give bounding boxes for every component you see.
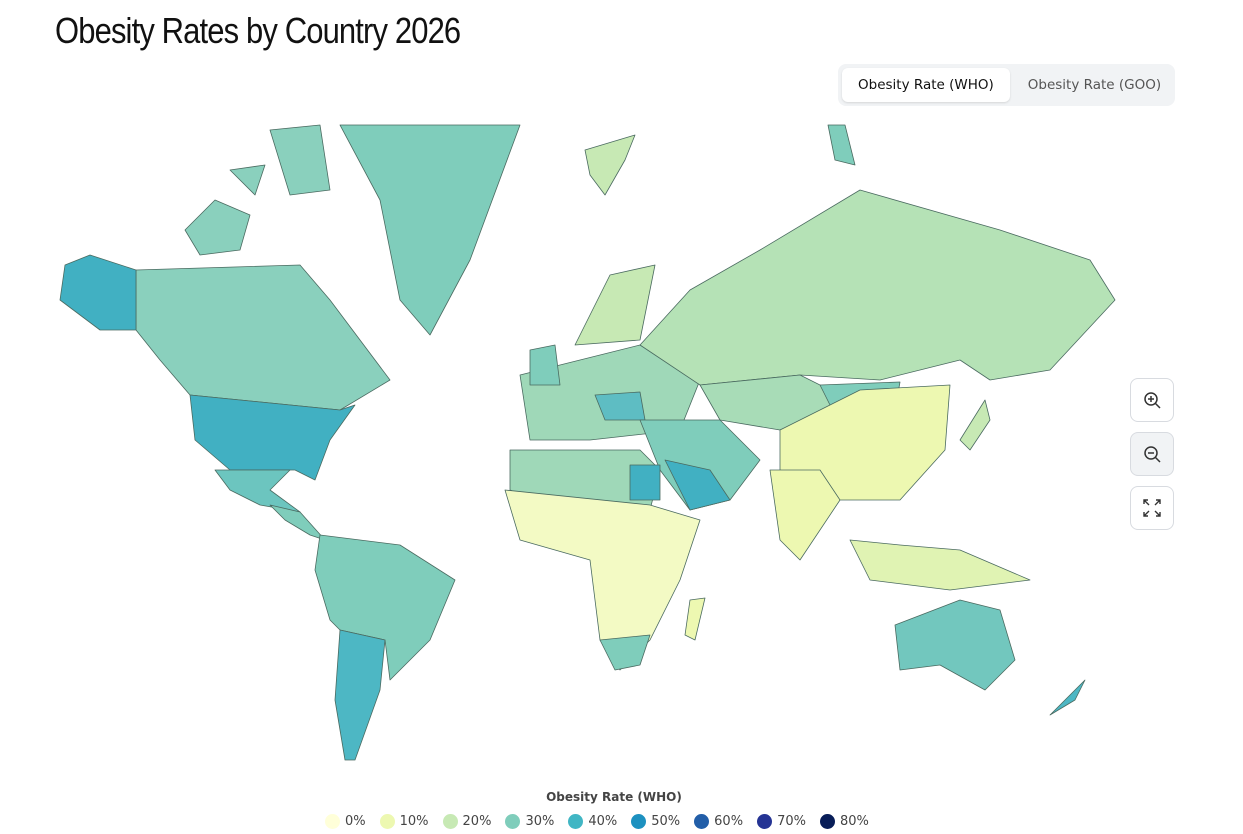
legend-item: 30%: [505, 814, 554, 829]
fullscreen-icon: [1143, 499, 1161, 517]
legend-label: 60%: [714, 814, 744, 829]
zoom-out-icon: [1144, 446, 1161, 463]
country: [629, 464, 661, 501]
legend-label: 10%: [399, 814, 429, 829]
fullscreen-button[interactable]: [1130, 486, 1174, 530]
metric-toggle: Obesity Rate (WHO) Obesity Rate (GOO): [838, 64, 1175, 106]
country: [639, 189, 1116, 386]
zoom-in-button[interactable]: [1130, 378, 1174, 422]
legend-swatch: [819, 814, 835, 829]
legend-swatch: [442, 814, 458, 829]
country: [827, 124, 856, 166]
legend-swatch: [568, 814, 584, 829]
country: [849, 539, 1031, 591]
legend-swatch: [379, 814, 395, 829]
legend-label: 0%: [345, 814, 366, 829]
country: [959, 399, 991, 451]
legend-item: 70%: [757, 814, 806, 829]
legend-item: 40%: [568, 814, 617, 829]
legend-label: 80%: [839, 814, 869, 829]
zoom-in-icon: [1144, 392, 1161, 409]
world-map: [59, 124, 1116, 761]
country: [1049, 679, 1086, 716]
country: [574, 264, 656, 346]
country: [894, 599, 1016, 691]
country: [769, 469, 841, 561]
country: [135, 264, 391, 411]
country: [184, 124, 331, 256]
country: [529, 344, 561, 386]
country: [189, 394, 356, 481]
legend-swatch: [757, 814, 773, 829]
country: [334, 629, 386, 761]
country: [684, 597, 706, 641]
country: [314, 534, 456, 681]
legend-label: 70%: [777, 814, 806, 829]
toggle-option[interactable]: Obesity Rate (GOO): [1027, 77, 1162, 93]
page-title: Obesity Rates by Country 2026: [55, 10, 461, 51]
legend-item: 80%: [819, 814, 869, 829]
legend-swatch: [505, 814, 521, 829]
country: [584, 134, 636, 196]
legend-item: 20%: [442, 814, 492, 829]
legend-label: 20%: [462, 814, 492, 829]
legend-label: 40%: [588, 814, 618, 829]
country: [214, 469, 301, 513]
country: [339, 124, 521, 336]
legend-item: 0%: [325, 814, 366, 829]
legend-item: 50%: [631, 814, 680, 829]
legend: 0% 10% 20% 30% 40% 50% 60% 70% 80%: [325, 814, 869, 829]
legend-title: Obesity Rate (WHO): [546, 790, 682, 804]
legend-label: 50%: [651, 814, 681, 829]
legend-item: 10%: [379, 814, 429, 829]
legend-label: 30%: [525, 814, 555, 829]
country: [664, 459, 731, 511]
toggle-option[interactable]: Obesity Rate (WHO): [842, 68, 1010, 102]
country: [599, 634, 651, 671]
legend-swatch: [694, 814, 710, 829]
zoom-out-button[interactable]: [1130, 432, 1174, 476]
legend-item: 60%: [694, 814, 743, 829]
legend-swatch: [325, 814, 340, 829]
country: [269, 504, 326, 541]
legend-swatch: [631, 814, 647, 829]
country: [59, 254, 137, 331]
